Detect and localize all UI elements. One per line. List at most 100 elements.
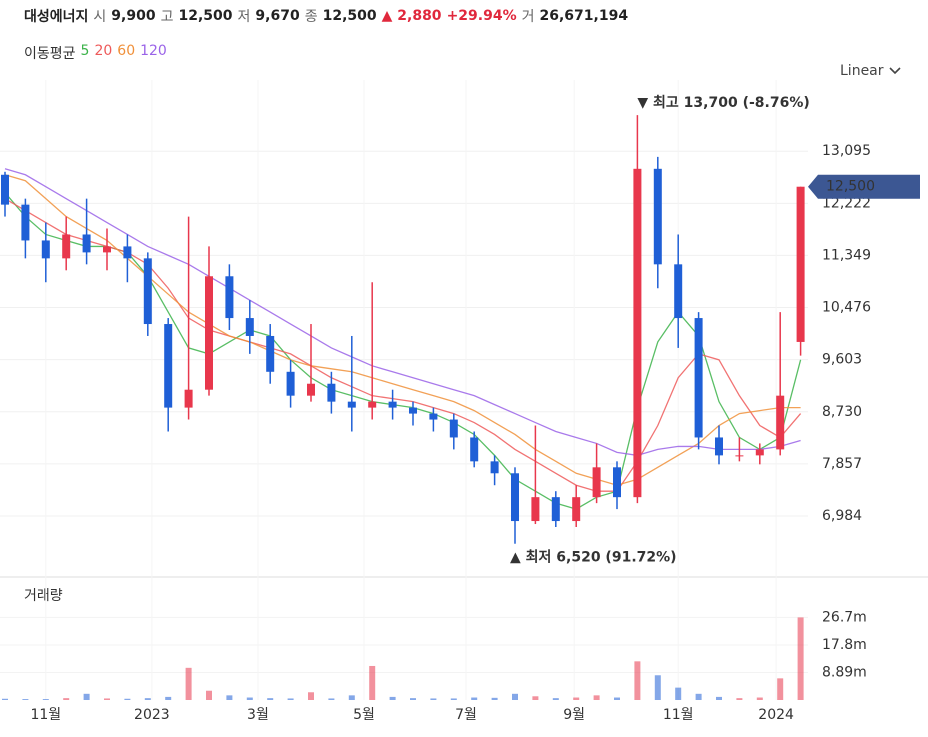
candle-body — [633, 168, 642, 498]
v-tick-label: 8.89m — [822, 665, 867, 681]
volume-bar — [756, 697, 763, 700]
y-tick-label: 7,857 — [822, 456, 862, 472]
volume-bar — [736, 698, 743, 700]
ma-line — [4, 198, 802, 492]
volume-bar — [348, 695, 355, 700]
volume-bar — [614, 697, 620, 700]
chevron — [889, 67, 901, 75]
volume-bar — [797, 617, 804, 700]
volume-bar — [430, 698, 437, 700]
volume-bar — [573, 697, 580, 700]
candle-body — [613, 467, 621, 498]
ma-line — [4, 192, 802, 510]
value: 9,900 — [111, 8, 156, 24]
ma-label: 이동평균 — [24, 46, 76, 62]
y-tick-label: 8,730 — [822, 404, 862, 420]
candle-body — [592, 467, 601, 498]
extreme-annotation: ▼ 최고 13,700 (-8.76%) — [637, 95, 809, 111]
candle-body — [347, 401, 356, 408]
candle-body — [21, 204, 30, 241]
volume-bar — [369, 665, 376, 700]
candle-body — [103, 246, 111, 253]
candle-body — [449, 419, 458, 438]
volume-bar — [777, 678, 784, 700]
candle-body — [653, 168, 662, 265]
ma-legend-item: 20 — [94, 43, 113, 59]
x-tick-label: 3월 — [247, 707, 269, 723]
x-tick-label: 11월 — [663, 707, 694, 723]
volume-bar — [287, 698, 294, 700]
candle-body — [143, 258, 152, 325]
volume-bar — [124, 698, 131, 700]
candle-body — [388, 401, 397, 408]
extreme-annotation: ▲ 최저 6,520 (91.72%) — [510, 550, 677, 566]
candle-body — [755, 449, 764, 456]
candle-body — [572, 497, 581, 522]
ma-legend-item: 120 — [140, 43, 167, 59]
candle-body — [123, 246, 132, 259]
stock-name: 대성에너지 — [24, 9, 89, 25]
volume-bar — [328, 698, 335, 700]
candle-body — [429, 413, 438, 420]
volume-bar — [144, 698, 151, 700]
candle-body — [286, 371, 295, 396]
volume-bar — [2, 698, 8, 700]
ma-legend: 이동평균 5 20 60 120 — [24, 43, 167, 63]
candle-body — [796, 186, 805, 342]
volume-bar — [471, 697, 478, 700]
candle-body — [41, 240, 50, 259]
x-tick-label: 2023 — [134, 707, 170, 723]
volume-bar — [185, 667, 192, 700]
scale-toggle[interactable]: Linear — [840, 63, 902, 79]
x-tick-label: 7월 — [455, 707, 477, 723]
volume-bar — [267, 698, 274, 700]
value: 12,500 — [178, 8, 233, 24]
price-badge — [808, 174, 920, 199]
candle-body — [164, 324, 173, 408]
ma-legend-item: 60 — [117, 43, 136, 59]
candle-body — [225, 276, 234, 319]
volume-bar — [206, 690, 212, 700]
volume-bar — [410, 698, 416, 700]
x-tick-label: 9월 — [563, 707, 585, 723]
volume-bar — [675, 687, 682, 700]
value: 26,671,194 — [539, 8, 629, 24]
volume-bar — [42, 699, 49, 700]
candle-body — [551, 497, 560, 522]
candle-body — [715, 437, 723, 456]
candle-body — [490, 461, 499, 474]
price-badge-label: 12,500 — [826, 179, 875, 195]
volume-bar — [512, 693, 518, 700]
candle-body — [674, 264, 683, 319]
volume-bar — [634, 661, 641, 700]
volume-bar — [165, 696, 172, 700]
label: 종 — [304, 9, 318, 25]
volume-bar — [532, 696, 539, 700]
candle-body — [694, 318, 703, 438]
volume-bar — [593, 695, 600, 700]
label: 거 — [521, 9, 535, 25]
candle-body — [511, 473, 519, 522]
volume-bar — [308, 692, 314, 700]
candle-body — [735, 455, 744, 457]
v-tick-label: 26.7m — [822, 609, 867, 625]
candle-body — [531, 497, 540, 522]
candle-body — [62, 234, 71, 259]
value: 9,670 — [255, 8, 300, 24]
candle-body — [1, 174, 9, 205]
value: 12,500 — [322, 8, 377, 24]
volume-bar — [83, 693, 90, 700]
y-tick-label: 12,222 — [822, 195, 871, 211]
ma-line — [4, 168, 801, 457]
y-tick-label: 11,349 — [822, 247, 871, 263]
candle-body — [245, 318, 254, 336]
ma-line — [4, 174, 801, 486]
y-tick-label: 9,603 — [822, 352, 862, 368]
candle-body — [82, 234, 91, 253]
scale-mode: Linear — [840, 63, 884, 79]
candle-body — [368, 401, 377, 408]
volume-bar — [450, 698, 457, 700]
quote-header: 대성에너지 시 9,900 고 12,500 저 9,670 종 12,500 ▲ 2,… — [24, 6, 628, 26]
